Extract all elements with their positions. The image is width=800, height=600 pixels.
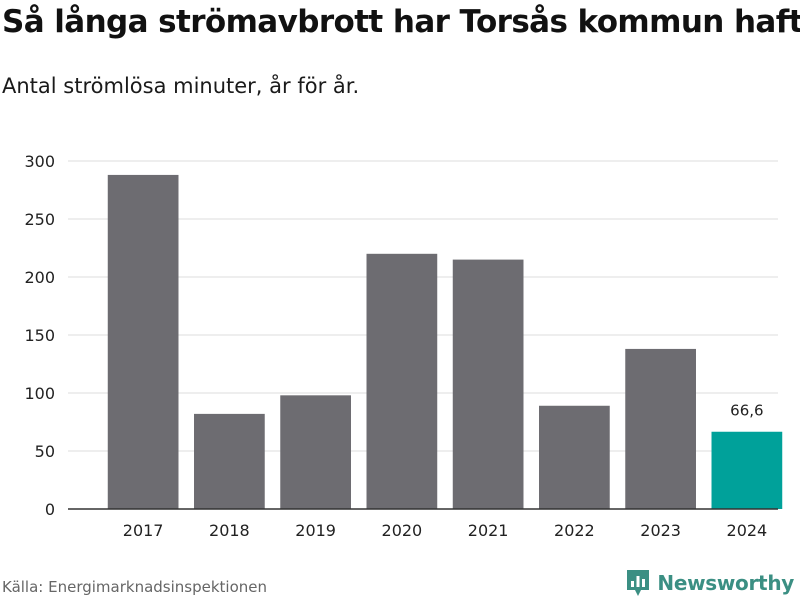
- x-tick-label: 2020: [382, 521, 423, 540]
- y-tick-label: 150: [24, 326, 55, 345]
- bar-2017: [107, 174, 179, 510]
- chart-subtitle: Antal strömlösa minuter, år för år.: [2, 74, 360, 98]
- x-tick-label: 2023: [640, 521, 681, 540]
- chart-title: Så långa strömavbrott har Torsås kommun …: [2, 4, 800, 40]
- bar-chart: 0 50 100 150 200 250 300 2017 2018 2019 2020 2021 20…: [24, 152, 783, 540]
- brand-name: Newsworthy: [657, 571, 794, 595]
- y-tick-label: 300: [24, 152, 55, 171]
- bar-2019: [280, 395, 351, 509]
- bar-2024: [711, 431, 783, 509]
- newsworthy-logo-icon: [627, 570, 650, 596]
- y-tick-label: 250: [24, 210, 55, 229]
- bar-2018: [194, 413, 265, 509]
- y-tick-label: 0: [45, 500, 55, 519]
- x-tick-label: 2017: [123, 521, 164, 540]
- bar-2021: [452, 259, 524, 509]
- x-tick-label: 2022: [554, 521, 595, 540]
- bar-2023: [625, 348, 696, 509]
- y-tick-label: 50: [35, 442, 55, 461]
- x-tick-label: 2018: [209, 521, 250, 540]
- source-note: Källa: Energimarknadsinspektionen: [2, 578, 268, 596]
- x-tick-label: 2021: [468, 521, 509, 540]
- bar-2022: [539, 405, 610, 509]
- bar-2020: [366, 253, 438, 509]
- data-label: 66,6: [730, 402, 763, 420]
- y-tick-label: 200: [24, 268, 55, 287]
- x-tick-label: 2024: [727, 521, 768, 540]
- y-tick-label: 100: [24, 384, 55, 403]
- brand-logo: Newsworthy: [625, 568, 794, 598]
- x-tick-label: 2019: [295, 521, 336, 540]
